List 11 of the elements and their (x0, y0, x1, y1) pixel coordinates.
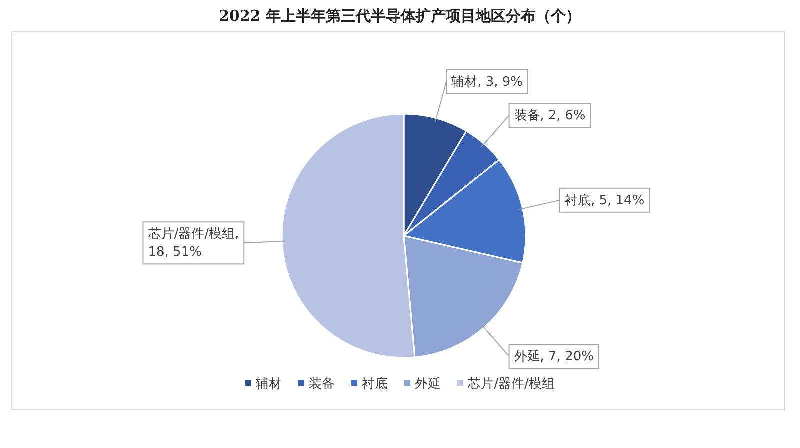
data-label: 辅材, 3, 9% (452, 74, 524, 90)
data-label: 衬底, 5, 14% (564, 193, 645, 208)
legend-label: 芯片/器件/模组 (467, 377, 555, 392)
legend-label: 装备 (309, 377, 336, 392)
data-label: 装备, 2, 6% (514, 108, 586, 124)
legend-label: 辅材 (256, 377, 282, 392)
data-label: 外延, 7, 20% (514, 349, 594, 364)
legend-label: 衬底 (362, 377, 388, 392)
legend-label: 外延 (415, 377, 442, 392)
chart-title: 2022 年上半年第三代半导体扩产项目地区分布（个） (219, 7, 581, 25)
data-label: 芯片/器件/模组, 18, 51% (147, 227, 240, 260)
